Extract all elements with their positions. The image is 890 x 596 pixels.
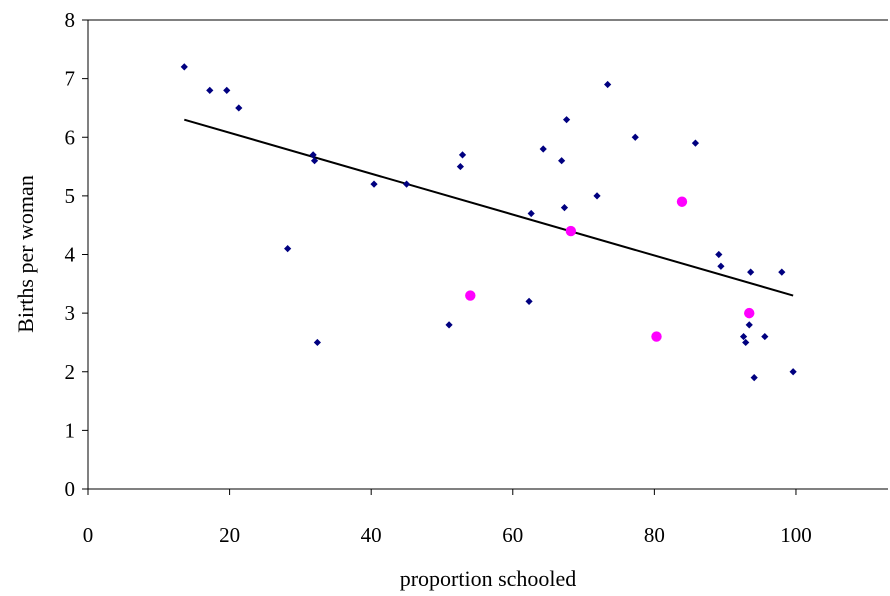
- data-point-diamond: [284, 245, 291, 252]
- data-point-circle: [465, 290, 475, 300]
- data-point-diamond: [540, 145, 547, 152]
- data-point-circle: [677, 197, 687, 207]
- y-tick-label: 4: [65, 243, 76, 267]
- trendline: [184, 120, 793, 296]
- data-point-diamond: [561, 204, 568, 211]
- x-tick-label: 100: [780, 523, 812, 547]
- data-point-diamond: [717, 263, 724, 270]
- data-point-diamond: [563, 116, 570, 123]
- data-point-diamond: [206, 87, 213, 94]
- data-point-diamond: [746, 321, 753, 328]
- data-point-diamond: [778, 268, 785, 275]
- y-tick-label: 2: [65, 360, 76, 384]
- data-point-diamond: [747, 268, 754, 275]
- x-tick-label: 20: [219, 523, 240, 547]
- data-point-diamond: [181, 63, 188, 70]
- x-tick-label: 40: [361, 523, 382, 547]
- y-tick-label: 1: [65, 418, 76, 442]
- data-point-diamond: [742, 339, 749, 346]
- data-point-diamond: [740, 333, 747, 340]
- data-point-diamond: [790, 368, 797, 375]
- data-point-diamond: [558, 157, 565, 164]
- data-point-circle: [744, 308, 754, 318]
- data-point-diamond: [593, 192, 600, 199]
- x-tick-label: 80: [644, 523, 665, 547]
- y-tick-label: 0: [65, 477, 76, 501]
- x-tick-label: 0: [83, 523, 94, 547]
- data-point-diamond: [528, 210, 535, 217]
- data-point-diamond: [403, 181, 410, 188]
- data-point-diamond: [604, 81, 611, 88]
- data-point-diamond: [457, 163, 464, 170]
- data-point-diamond: [314, 339, 321, 346]
- data-point-diamond: [751, 374, 758, 381]
- y-axis-title: Births per woman: [13, 175, 38, 333]
- data-point-diamond: [445, 321, 452, 328]
- data-point-diamond: [761, 333, 768, 340]
- data-point-diamond: [632, 134, 639, 141]
- y-tick-label: 5: [65, 184, 76, 208]
- data-point-circle: [651, 331, 661, 341]
- data-point-diamond: [525, 298, 532, 305]
- data-point-diamond: [223, 87, 230, 94]
- data-point-diamond: [235, 104, 242, 111]
- data-point-diamond: [692, 140, 699, 147]
- x-axis-title: proportion schooled: [400, 566, 577, 591]
- data-point-diamond: [459, 151, 466, 158]
- y-tick-label: 7: [65, 67, 76, 91]
- data-point-circle: [566, 226, 576, 236]
- y-tick-label: 6: [65, 125, 76, 149]
- y-tick-label: 8: [65, 8, 76, 32]
- y-tick-label: 3: [65, 301, 76, 325]
- x-tick-label: 60: [502, 523, 523, 547]
- data-point-diamond: [715, 251, 722, 258]
- data-point-diamond: [370, 181, 377, 188]
